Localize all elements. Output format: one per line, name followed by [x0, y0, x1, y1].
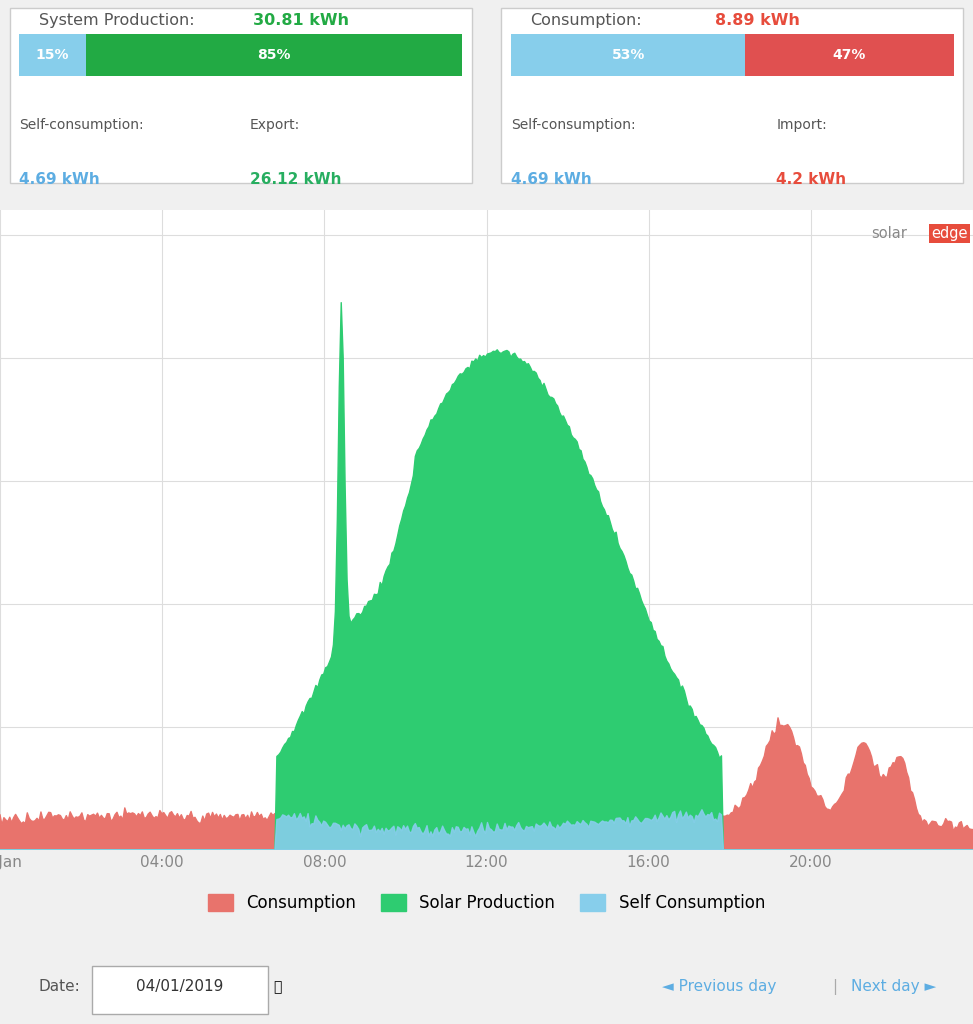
- Text: Import:: Import:: [776, 118, 827, 132]
- Text: Consumption:: Consumption:: [530, 13, 642, 29]
- Text: ◄ Previous day: ◄ Previous day: [662, 979, 776, 994]
- Text: |: |: [832, 979, 837, 994]
- Bar: [86, 35, 462, 77]
- Text: 04/01/2019: 04/01/2019: [136, 979, 224, 994]
- Text: 47%: 47%: [833, 48, 866, 62]
- Text: Next day ►: Next day ►: [851, 979, 937, 994]
- Legend: Consumption, Solar Production, Self Consumption: Consumption, Solar Production, Self Cons…: [201, 888, 772, 919]
- Text: Self-consumption:: Self-consumption:: [511, 118, 635, 132]
- Text: 4.69 kWh: 4.69 kWh: [19, 172, 100, 186]
- Text: 4.69 kWh: 4.69 kWh: [511, 172, 592, 186]
- Bar: [10, 7, 472, 183]
- Bar: [92, 967, 268, 1014]
- Text: 8.89 kWh: 8.89 kWh: [715, 13, 800, 29]
- Text: Date:: Date:: [39, 979, 81, 994]
- Text: 30.81 kWh: 30.81 kWh: [253, 13, 349, 29]
- Text: 📅: 📅: [273, 980, 281, 993]
- Text: 85%: 85%: [257, 48, 291, 62]
- Text: 53%: 53%: [611, 48, 645, 62]
- Text: 15%: 15%: [36, 48, 69, 62]
- Text: 4.2 kWh: 4.2 kWh: [776, 172, 847, 186]
- Text: Self-consumption:: Self-consumption:: [19, 118, 144, 132]
- Text: System Production:: System Production:: [39, 13, 195, 29]
- Text: solar: solar: [871, 226, 907, 241]
- Text: 26.12 kWh: 26.12 kWh: [250, 172, 342, 186]
- Text: Export:: Export:: [250, 118, 300, 132]
- Text: edge: edge: [931, 226, 968, 241]
- Bar: [501, 7, 963, 183]
- Bar: [511, 35, 745, 77]
- Bar: [745, 35, 954, 77]
- Bar: [19, 35, 86, 77]
